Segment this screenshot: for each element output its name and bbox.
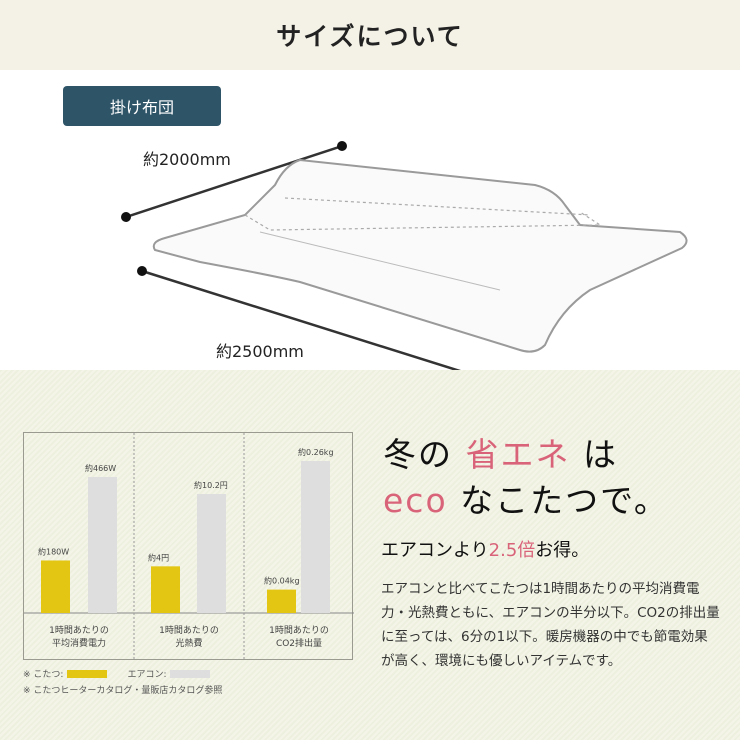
headline-accent: eco (383, 481, 448, 520)
subhead-text: お得。 (535, 540, 590, 561)
category-label: 平均消費電力 (52, 637, 106, 649)
headline-text: は (583, 435, 618, 474)
category-label: CO2排出量 (276, 637, 322, 649)
legend-kotatsu-swatch (67, 669, 108, 678)
legend-note: ※ こたつヒーターカタログ・量販店カタログ参照 (23, 686, 223, 696)
length-dimension-line (141, 269, 499, 385)
subhead-text: エアコンより (381, 540, 489, 561)
kakebuton-badge: 掛け布団 (63, 86, 221, 126)
futon-shape (152, 158, 688, 353)
comparison-chart: 約180W 約466W 1時間あたりの 平均消費電力 約4円 約10.2円 1時間あたりの光… (23, 432, 354, 661)
bar-value-label: 約0.04kg (264, 576, 300, 586)
headline-text: なこたつで。 (460, 481, 669, 520)
headline-line1: 冬の 省エネ は (383, 428, 618, 476)
eco-section (0, 370, 740, 740)
legend-aircon-label: エアコン: (127, 670, 167, 680)
section-title: サイズについて (276, 22, 464, 51)
legend-aircon-swatch (170, 669, 211, 678)
category-label: 1時間あたりの (49, 625, 109, 636)
category-label: 1時間あたりの (269, 625, 329, 636)
bar-value-label: 約4円 (148, 552, 169, 562)
headline-text: 冬の (383, 435, 453, 474)
legend-kotatsu-label: ※ こたつ: (23, 670, 64, 680)
bar-value-label: 約0.26kg (298, 447, 334, 457)
subheadline: エアコンより2.5倍お得。 (381, 536, 589, 562)
length-label: 約2500mm (216, 342, 304, 361)
bar-kotatsu (151, 566, 180, 613)
category-label: 1時間あたりの (159, 625, 219, 636)
headline-accent: 省エネ (465, 435, 571, 474)
bar-aircon (197, 494, 226, 613)
chart-svg: 約180W約466W1時間あたりの平均消費電力約4円約10.2円1時間あたりの光… (24, 433, 354, 661)
subhead-accent: 2.5倍 (488, 540, 536, 561)
futon-illustration (121, 141, 688, 388)
bar-aircon (301, 461, 330, 613)
description: エアコンと比べてこたつは1時間あたりの平均消費電力・光熱費ともに、エアコンの半分… (381, 581, 720, 669)
bar-kotatsu (41, 560, 70, 613)
bar-aircon (88, 477, 117, 613)
headline-line2: eco なこたつで。 (383, 474, 669, 522)
bar-value-label: 約10.2円 (194, 480, 228, 490)
section-header: サイズについて (0, 0, 740, 70)
width-label: 約2000mm (143, 150, 231, 169)
bar-value-label: 約466W (85, 463, 116, 473)
bar-kotatsu (267, 589, 296, 613)
category-label: 光熱費 (175, 637, 202, 649)
bar-value-label: 約180W (38, 546, 69, 556)
width-dimension-line (125, 144, 343, 219)
chart-legend: ※ こたつ: エアコン: (23, 667, 211, 680)
